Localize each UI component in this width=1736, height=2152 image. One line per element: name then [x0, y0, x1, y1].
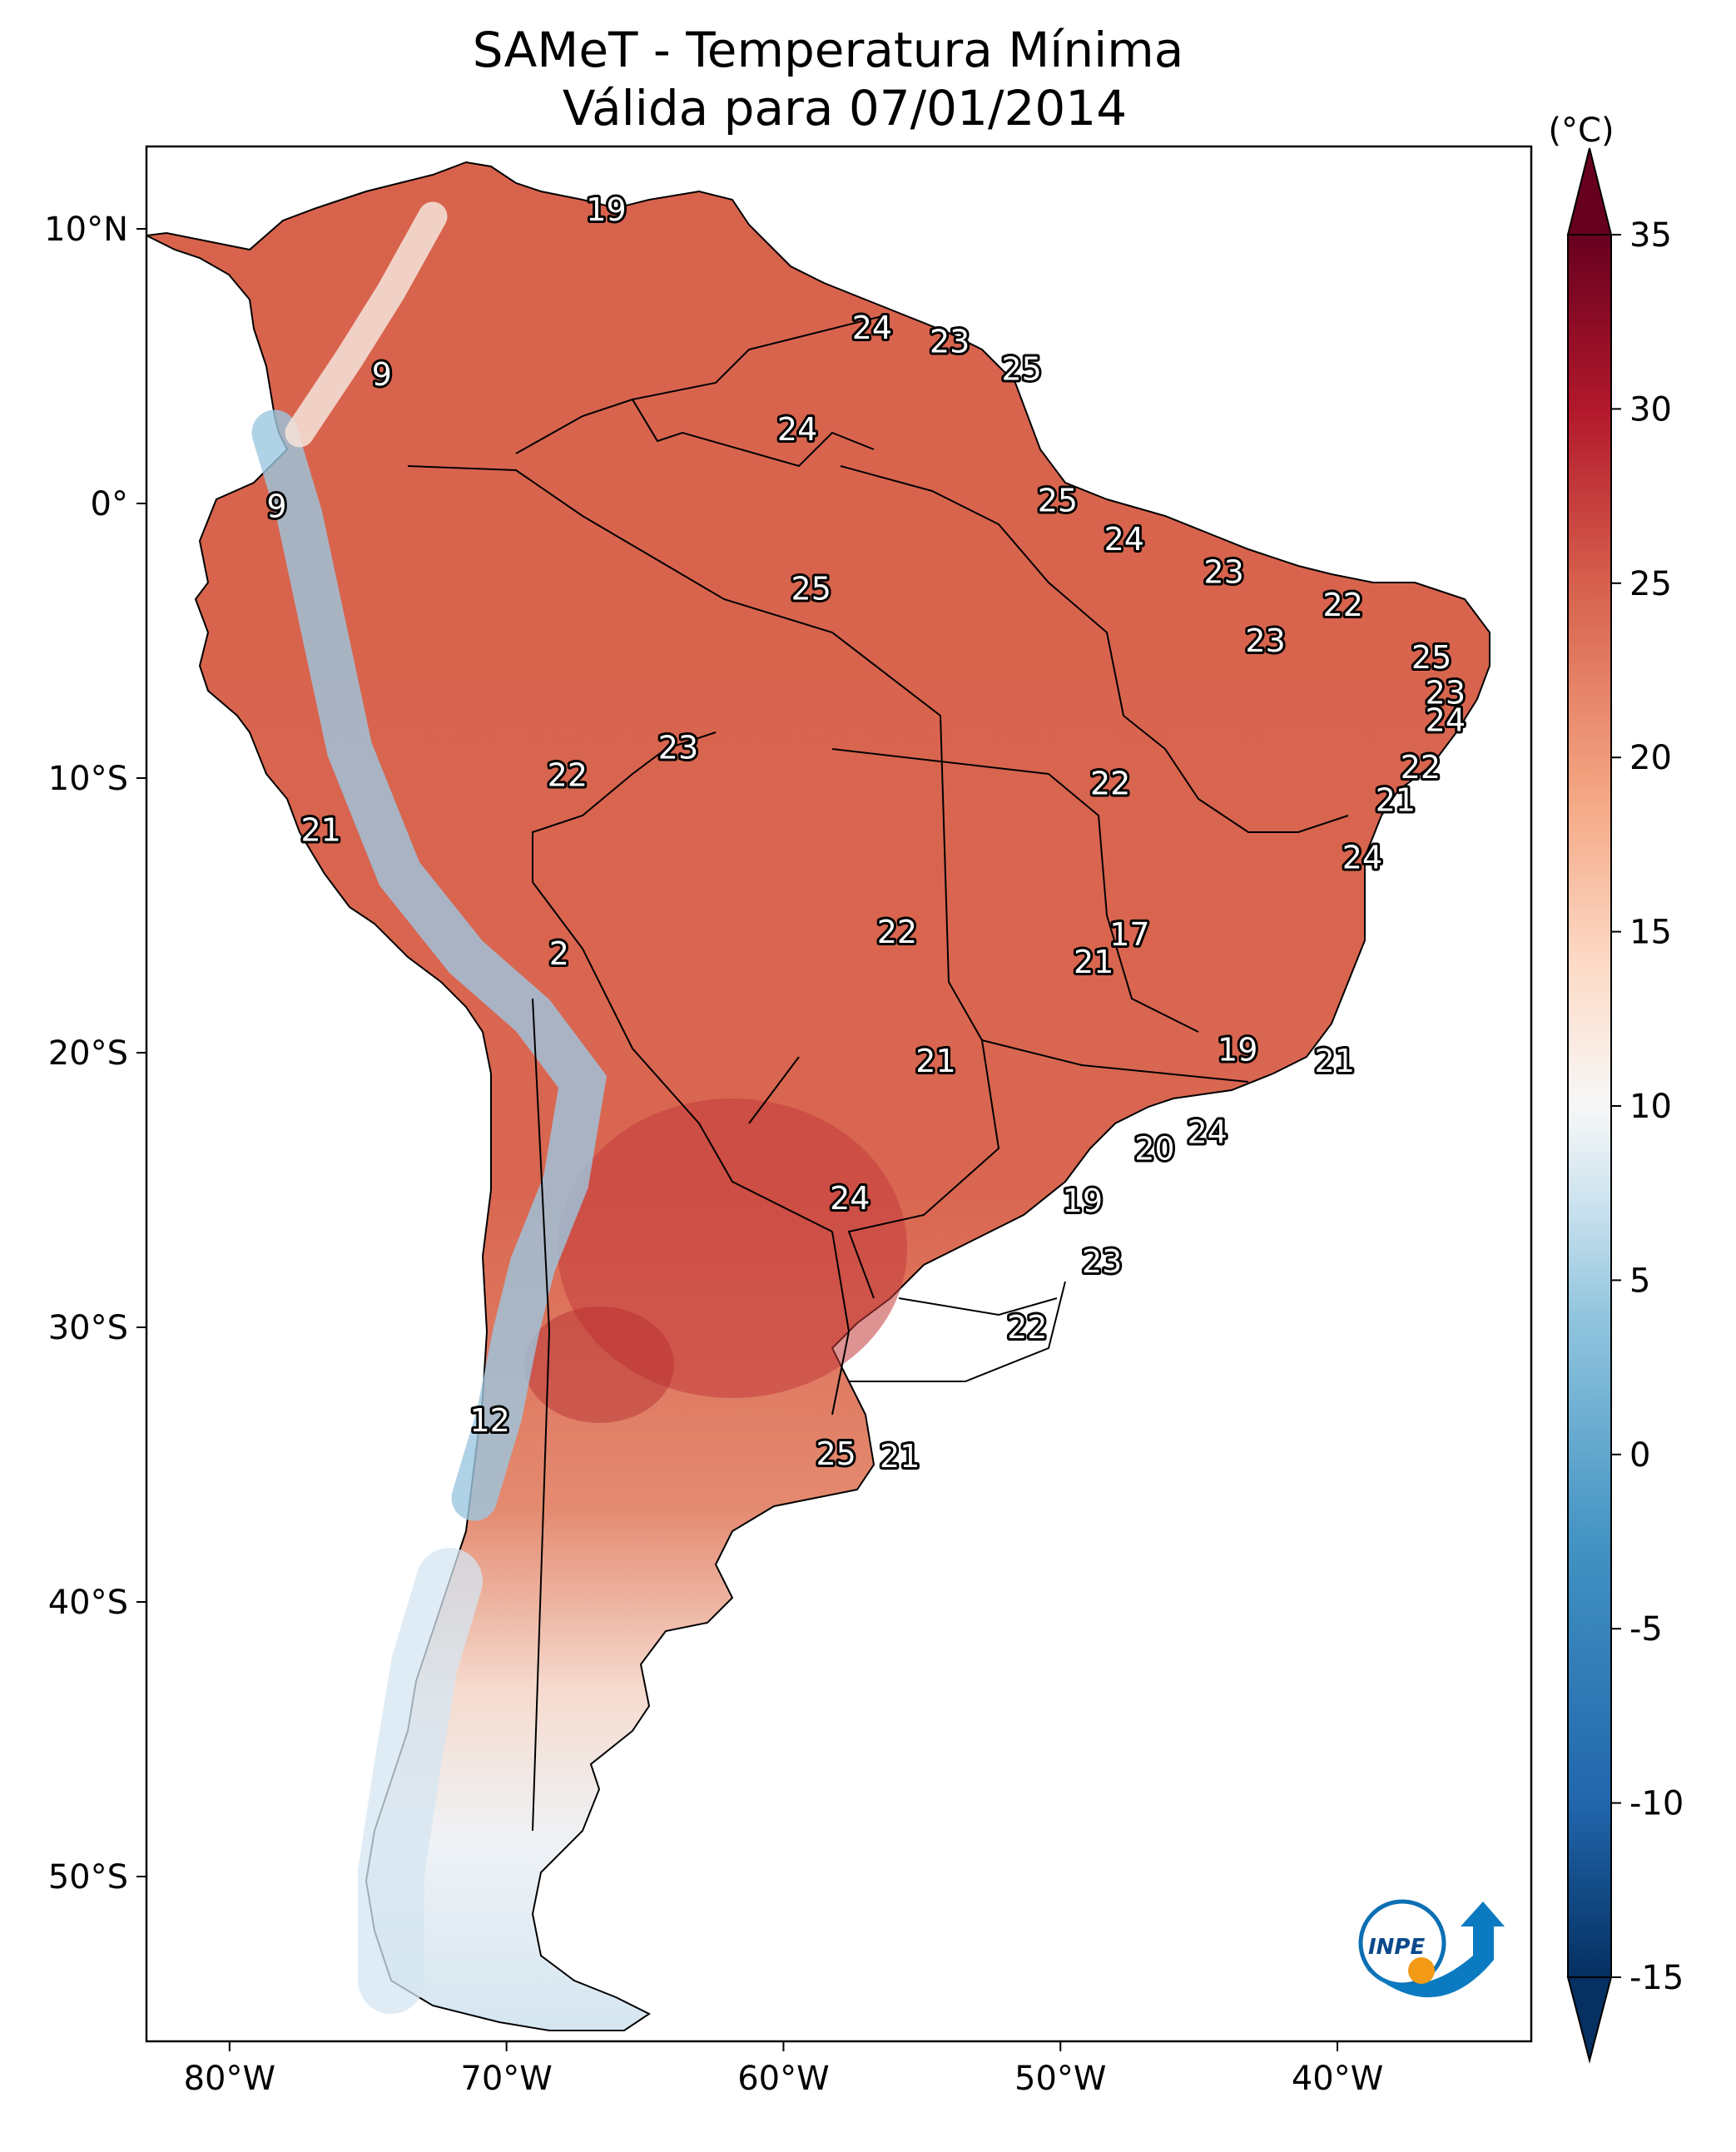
latitude-tick-label: 0°	[91, 485, 128, 523]
latitude-tick-label: 10°N	[44, 211, 128, 249]
temperature-label: 22	[1323, 587, 1363, 623]
temperature-label: 22	[877, 914, 917, 950]
colorbar-tick-label: -15	[1629, 1959, 1684, 1997]
longitude-tick-label: 70°W	[460, 2060, 552, 2098]
temperature-label: 24	[1342, 840, 1382, 876]
colorbar-tick-label: 10	[1629, 1088, 1672, 1126]
temperature-label: 21	[915, 1043, 955, 1079]
andes-cold-band	[251, 409, 608, 1521]
colorbar-tick-label: -10	[1629, 1785, 1684, 1823]
temperature-label: 25	[1038, 483, 1078, 519]
colorbar-tick-label: 0	[1629, 1436, 1650, 1475]
temperature-label: 23	[1245, 622, 1285, 659]
temperature-label: 25	[816, 1435, 856, 1472]
temperature-label: 2	[549, 935, 569, 972]
inpe-logo-swoosh	[1365, 1902, 1505, 1998]
temperature-label: 23	[1082, 1243, 1122, 1280]
colorbar-tick-label: 25	[1629, 565, 1672, 603]
country-borders	[407, 315, 1349, 1832]
colorbar-tick-label: 15	[1629, 914, 1672, 952]
temperature-label: 23	[930, 323, 970, 359]
map-plot-area	[146, 146, 1531, 2041]
temperature-label: 24	[777, 411, 817, 448]
temperature-label: 9	[266, 488, 286, 524]
colorbar-ticks: 35 30 25 20 15 10 5 0 -5 -10 -15	[1611, 216, 1684, 1997]
temperature-label: 19	[586, 191, 626, 228]
latitude-tick-label: 20°S	[48, 1034, 128, 1073]
longitude-tick-label: 80°W	[184, 2060, 275, 2098]
colorbar-gradient	[1567, 234, 1612, 1978]
temperature-label: 25	[1001, 350, 1041, 387]
temperature-label: 21	[1376, 781, 1416, 818]
inpe-logo-text: INPE	[1368, 1935, 1425, 1960]
temperature-label: 21	[1315, 1043, 1355, 1079]
colorbar-tick-label: 5	[1629, 1262, 1650, 1300]
temperature-label: 22	[1007, 1309, 1047, 1346]
south-america-land	[146, 161, 1490, 2031]
colorbar-tick-label: 35	[1629, 216, 1672, 255]
inpe-logo-sun	[1408, 1957, 1435, 1984]
inpe-logo: INPE	[1358, 1899, 1505, 1998]
temperature-label: 25	[1411, 639, 1451, 676]
temperature-label: 24	[852, 310, 892, 346]
longitude-tick-label: 50°W	[1014, 2060, 1106, 2098]
temperature-label: 24	[1104, 521, 1144, 558]
temperature-label: 25	[791, 570, 831, 607]
temperature-label: 22	[1401, 749, 1441, 786]
temperature-label: 19	[1218, 1032, 1257, 1069]
colorbar-tick-label: 20	[1629, 739, 1672, 777]
colorbar-tick-label: 30	[1629, 390, 1672, 429]
latitude-tick-label: 50°S	[48, 1858, 128, 1897]
colorbar: (°C) 35 30 25 20 15 10 5 0 -5 -10 -15	[1548, 112, 1684, 2064]
temperature-label: 20	[1134, 1131, 1174, 1168]
latitude-tick-label: 10°S	[48, 760, 128, 798]
temperature-label: 23	[1426, 675, 1466, 712]
colorbar-lower-extension	[1566, 1976, 1613, 2064]
map-title-line1: SAMeT - Temperatura Mínima	[473, 22, 1184, 78]
colorbar-tick-label: -5	[1629, 1610, 1663, 1649]
temperature-label: 21	[300, 812, 340, 849]
map-frame	[145, 145, 1533, 2043]
longitude-axis: 80°W 70°W 60°W 50°W 40°W	[184, 2041, 1383, 2098]
temperature-label: 21	[1074, 944, 1114, 980]
andes-cold-band	[358, 1548, 483, 2014]
colombian-andes-band	[285, 201, 448, 448]
longitude-tick-label: 60°W	[737, 2060, 829, 2098]
warm-core-region	[558, 1098, 907, 1398]
latitude-axis: 10°N 0° 10°S 20°S 30°S 40°S 50°S	[44, 211, 146, 1897]
temperature-label: 24	[1426, 702, 1466, 739]
temperature-label: 9	[372, 356, 392, 393]
colorbar-upper-extension	[1566, 147, 1613, 236]
temperature-label: 22	[548, 757, 588, 794]
warm-core-region	[524, 1307, 674, 1423]
colorbar-unit: (°C)	[1548, 112, 1614, 150]
temperature-label: 21	[880, 1438, 920, 1475]
temperature-label: 19	[1063, 1183, 1103, 1219]
temperature-label: 22	[1090, 766, 1130, 802]
longitude-tick-label: 40°W	[1292, 2060, 1383, 2098]
latitude-tick-label: 40°S	[48, 1584, 128, 1622]
temperature-label: 17	[1109, 916, 1149, 953]
map-title-line2: Válida para 07/01/2014	[563, 80, 1127, 136]
latitude-tick-label: 30°S	[48, 1309, 128, 1347]
temperature-label: 24	[830, 1180, 870, 1217]
temperature-label: 12	[469, 1402, 509, 1439]
temperature-label: 23	[1203, 554, 1243, 591]
temperature-label: 23	[658, 730, 698, 766]
temperature-label: 24	[1187, 1114, 1227, 1151]
